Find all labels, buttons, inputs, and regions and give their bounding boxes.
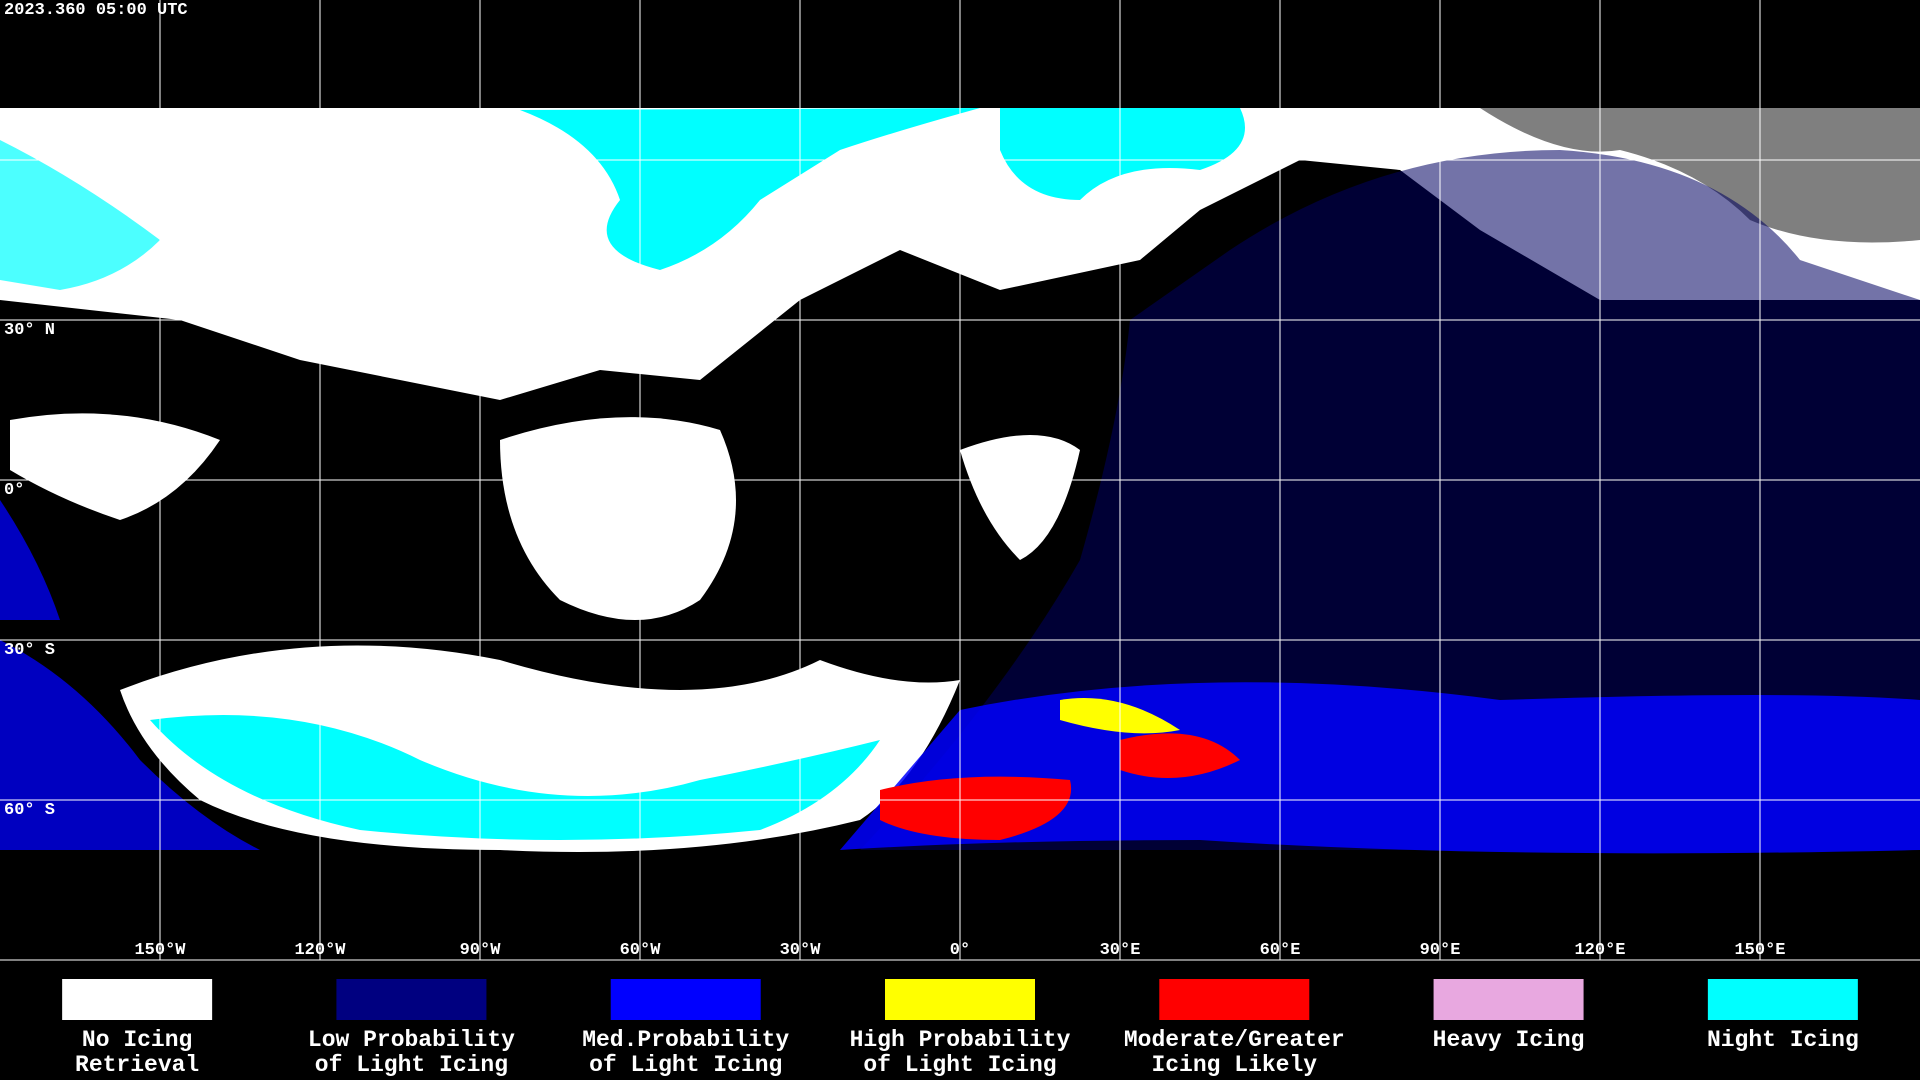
legend-label: Moderate/Greater bbox=[1124, 1027, 1345, 1053]
cloud-white bbox=[960, 435, 1080, 560]
icing-moderate bbox=[880, 776, 1072, 840]
lat-label: 60° S bbox=[4, 801, 55, 820]
icing-medium bbox=[0, 640, 260, 850]
lat-label: 0° bbox=[4, 481, 24, 500]
legend-label: of Light Icing bbox=[315, 1052, 508, 1078]
lon-label: 150°E bbox=[1734, 941, 1785, 960]
legend-label: Retrieval bbox=[75, 1052, 199, 1078]
cloud-gap bbox=[1480, 108, 1920, 243]
legend-label: Icing Likely bbox=[1151, 1052, 1317, 1078]
icing-medium bbox=[0, 500, 60, 620]
lon-label: 60°W bbox=[620, 941, 662, 960]
graticule bbox=[0, 0, 1920, 961]
legend-label: Night Icing bbox=[1707, 1027, 1859, 1053]
lon-label: 30°E bbox=[1100, 941, 1141, 960]
cloud-night bbox=[520, 108, 980, 270]
legend-swatch bbox=[1707, 979, 1858, 1020]
cloud-field bbox=[0, 108, 1920, 854]
legend-swatch bbox=[336, 979, 487, 1020]
tick-labels: 30° N 0° 30° S 60° S 150°W 120°W 90°W 60°W 30°W 0… bbox=[4, 321, 1786, 960]
icing-moderate bbox=[1120, 733, 1240, 778]
cloud-white bbox=[10, 413, 220, 520]
cloud-night bbox=[0, 140, 160, 290]
lon-label: 30°W bbox=[780, 941, 822, 960]
lat-label: 30° S bbox=[4, 641, 55, 660]
legend-label: of Light Icing bbox=[863, 1052, 1056, 1078]
legend-label: Med.Probability bbox=[582, 1027, 789, 1053]
legend-label: No Icing bbox=[82, 1027, 192, 1053]
lon-label: 60°E bbox=[1260, 941, 1301, 960]
cloud-night bbox=[1000, 108, 1245, 200]
legend-label: High Probability bbox=[850, 1027, 1071, 1053]
legend-swatch bbox=[1159, 979, 1310, 1020]
lon-label: 90°E bbox=[1420, 941, 1461, 960]
cloud-white bbox=[500, 417, 736, 620]
legend-swatch bbox=[1433, 979, 1584, 1020]
lon-label: 120°E bbox=[1574, 941, 1625, 960]
legend-swatch bbox=[885, 979, 1035, 1020]
lon-label: 0° bbox=[950, 941, 970, 960]
lat-label: 30° N bbox=[4, 321, 55, 340]
lon-label: 150°W bbox=[134, 941, 186, 960]
legend-label: Low Probability bbox=[308, 1027, 515, 1053]
icing-low bbox=[860, 150, 1920, 850]
lon-label: 120°W bbox=[294, 941, 346, 960]
legend-swatch bbox=[62, 979, 213, 1020]
legend-label: Heavy Icing bbox=[1433, 1027, 1585, 1053]
cloud-night bbox=[150, 715, 880, 840]
legend-label: of Light Icing bbox=[589, 1052, 782, 1078]
legend-swatch bbox=[610, 979, 761, 1020]
lon-label: 90°W bbox=[460, 941, 502, 960]
timestamp: 2023.360 05:00 UTC bbox=[4, 1, 188, 20]
